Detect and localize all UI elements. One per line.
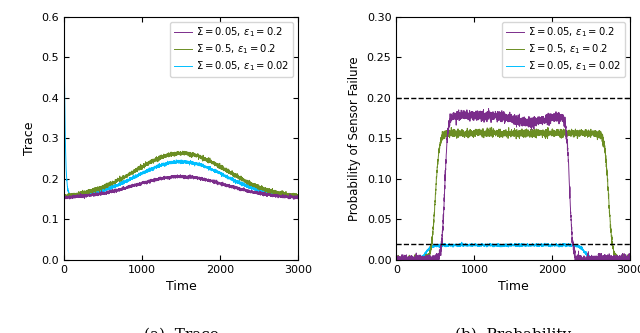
$\Sigma = 0.05,\, \epsilon_1 = 0.02$ (294, 195, 302, 199)
$\Sigma = 0.05,\, \epsilon_1 = 0.02$ (294, 196, 301, 200)
$\Sigma = 0.5,\, \epsilon_1 = 0.2$ (392, 258, 400, 262)
$\Sigma = 0.5,\, \epsilon_1 = 0.2$ (107, 183, 115, 187)
$\Sigma = 0.05,\, \epsilon_1 = 0.2$ (186, 173, 194, 177)
$\Sigma = 0.05,\, \epsilon_1 = 0.2$ (154, 178, 161, 182)
$\Sigma = 0.5,\, \epsilon_1 = 0.2$ (439, 134, 447, 138)
$\Sigma = 0.5,\, \epsilon_1 = 0.2$ (154, 156, 161, 160)
Line: $\Sigma = 0.5,\, \epsilon_1 = 0.2$: $\Sigma = 0.5,\, \epsilon_1 = 0.2$ (64, 151, 298, 199)
$\Sigma = 0.05,\, \epsilon_1 = 0.2$ (173, 174, 180, 178)
$\Sigma = 0.05,\, \epsilon_1 = 0.2$ (202, 178, 210, 182)
$\Sigma = 0.05,\, \epsilon_1 = 0.2$ (138, 182, 145, 186)
$\Sigma = 0.05,\, \epsilon_1 = 0.02$ (486, 242, 493, 246)
$\Sigma = 0.5,\, \epsilon_1 = 0.2$ (486, 130, 493, 134)
$\Sigma = 0.5,\, \epsilon_1 = 0.2$ (488, 125, 495, 129)
$\Sigma = 0.5,\, \epsilon_1 = 0.2$ (534, 129, 542, 133)
$\Sigma = 0.5,\, \epsilon_1 = 0.2$ (61, 197, 69, 201)
$\Sigma = 0.5,\, \epsilon_1 = 0.2$ (284, 193, 291, 197)
$\Sigma = 0.5,\, \epsilon_1 = 0.2$ (616, 257, 624, 261)
X-axis label: Time: Time (166, 280, 196, 293)
$\Sigma = 0.05,\, \epsilon_1 = 0.02$ (470, 243, 478, 247)
$\Sigma = 0.5,\, \epsilon_1 = 0.2$ (179, 149, 187, 153)
$\Sigma = 0.05,\, \epsilon_1 = 0.02$ (173, 159, 180, 163)
Line: $\Sigma = 0.05,\, \epsilon_1 = 0.02$: $\Sigma = 0.05,\, \epsilon_1 = 0.02$ (396, 242, 630, 260)
$\Sigma = 0.05,\, \epsilon_1 = 0.2$ (627, 258, 634, 262)
$\Sigma = 0.5,\, \epsilon_1 = 0.2$ (60, 195, 68, 199)
$\Sigma = 0.05,\, \epsilon_1 = 0.2$ (392, 258, 400, 262)
$\Sigma = 0.05,\, \epsilon_1 = 0.2$ (486, 111, 493, 115)
Y-axis label: Probability of Sensor Failure: Probability of Sensor Failure (348, 56, 361, 220)
Legend: $\Sigma = 0.05,\, \epsilon_1 = 0.2$, $\Sigma = 0.5,\, \epsilon_1 = 0.2$, $\Sigma: $\Sigma = 0.05,\, \epsilon_1 = 0.2$, $\S… (170, 22, 293, 77)
$\Sigma = 0.05,\, \epsilon_1 = 0.02$ (439, 242, 447, 246)
$\Sigma = 0.05,\, \epsilon_1 = 0.2$ (484, 107, 492, 111)
$\Sigma = 0.5,\, \epsilon_1 = 0.2$ (470, 131, 478, 135)
Text: (a)  Trace: (a) Trace (143, 328, 218, 333)
Legend: $\Sigma = 0.05,\, \epsilon_1 = 0.2$, $\Sigma = 0.5,\, \epsilon_1 = 0.2$, $\Sigma: $\Sigma = 0.05,\, \epsilon_1 = 0.2$, $\S… (502, 22, 625, 77)
$\Sigma = 0.05,\, \epsilon_1 = 0.2$ (616, 257, 624, 261)
$\Sigma = 0.05,\, \epsilon_1 = 0.2$ (284, 195, 291, 199)
$\Sigma = 0.05,\, \epsilon_1 = 0.02$ (505, 243, 513, 247)
$\Sigma = 0.05,\, \epsilon_1 = 0.02$ (107, 187, 115, 191)
$\Sigma = 0.05,\, \epsilon_1 = 0.2$ (439, 219, 447, 223)
$\Sigma = 0.5,\, \epsilon_1 = 0.2$ (393, 258, 401, 262)
Y-axis label: Trace: Trace (23, 122, 36, 155)
$\Sigma = 0.05,\, \epsilon_1 = 0.2$ (290, 197, 298, 201)
$\Sigma = 0.05,\, \epsilon_1 = 0.2$ (505, 116, 513, 120)
$\Sigma = 0.05,\, \epsilon_1 = 0.02$ (284, 194, 291, 198)
Line: $\Sigma = 0.05,\, \epsilon_1 = 0.02$: $\Sigma = 0.05,\, \epsilon_1 = 0.02$ (64, 16, 298, 198)
X-axis label: Time: Time (498, 280, 529, 293)
$\Sigma = 0.05,\, \epsilon_1 = 0.2$ (107, 190, 115, 194)
Line: $\Sigma = 0.05,\, \epsilon_1 = 0.2$: $\Sigma = 0.05,\, \epsilon_1 = 0.2$ (64, 175, 298, 199)
Text: (b)  Probability: (b) Probability (455, 328, 572, 333)
$\Sigma = 0.05,\, \epsilon_1 = 0.02$ (616, 258, 624, 262)
$\Sigma = 0.05,\, \epsilon_1 = 0.02$ (138, 172, 145, 176)
$\Sigma = 0.05,\, \epsilon_1 = 0.02$ (627, 258, 634, 262)
$\Sigma = 0.05,\, \epsilon_1 = 0.02$ (202, 166, 210, 169)
$\Sigma = 0.05,\, \epsilon_1 = 0.02$ (60, 14, 68, 18)
$\Sigma = 0.05,\, \epsilon_1 = 0.02$ (534, 244, 542, 248)
$\Sigma = 0.05,\, \epsilon_1 = 0.02$ (392, 258, 400, 262)
Line: $\Sigma = 0.5,\, \epsilon_1 = 0.2$: $\Sigma = 0.5,\, \epsilon_1 = 0.2$ (396, 127, 630, 260)
$\Sigma = 0.5,\, \epsilon_1 = 0.2$ (202, 158, 210, 162)
$\Sigma = 0.05,\, \epsilon_1 = 0.2$ (470, 112, 478, 116)
$\Sigma = 0.5,\, \epsilon_1 = 0.2$ (173, 151, 180, 155)
$\Sigma = 0.05,\, \epsilon_1 = 0.2$ (60, 195, 68, 199)
$\Sigma = 0.5,\, \epsilon_1 = 0.2$ (294, 194, 302, 198)
$\Sigma = 0.05,\, \epsilon_1 = 0.02$ (154, 164, 161, 168)
$\Sigma = 0.05,\, \epsilon_1 = 0.2$ (294, 197, 302, 201)
$\Sigma = 0.05,\, \epsilon_1 = 0.2$ (534, 122, 542, 126)
$\Sigma = 0.5,\, \epsilon_1 = 0.2$ (627, 258, 634, 262)
$\Sigma = 0.05,\, \epsilon_1 = 0.02$ (458, 240, 465, 244)
$\Sigma = 0.5,\, \epsilon_1 = 0.2$ (138, 165, 145, 169)
$\Sigma = 0.5,\, \epsilon_1 = 0.2$ (505, 133, 513, 137)
Line: $\Sigma = 0.05,\, \epsilon_1 = 0.2$: $\Sigma = 0.05,\, \epsilon_1 = 0.2$ (396, 109, 630, 260)
